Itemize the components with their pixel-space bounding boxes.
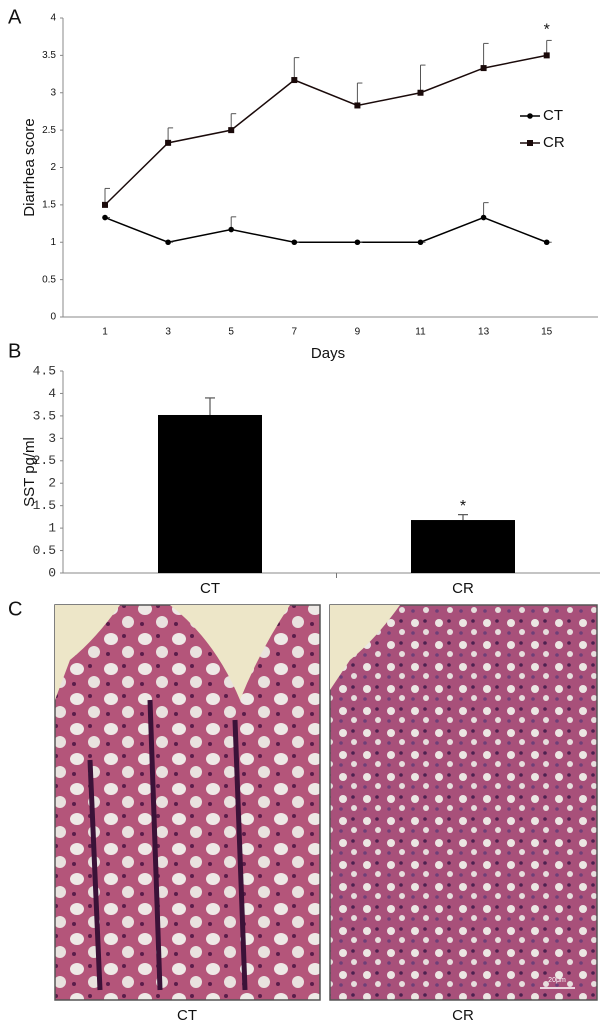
annotation: *: [460, 498, 466, 515]
marker: [102, 214, 108, 221]
series-line: [104, 216, 547, 244]
bar: [411, 520, 515, 573]
series-line: [104, 54, 547, 206]
y-tick-label: 4: [50, 13, 56, 24]
marker: [354, 102, 361, 109]
y-tick-label: 1: [50, 237, 56, 248]
x-tick-label: CR: [452, 580, 474, 597]
background: [55, 605, 120, 700]
marker: [291, 239, 298, 246]
x-tick-label: 7: [292, 327, 298, 338]
y-tick-label: 2: [48, 476, 56, 491]
y-tick-label: 0: [48, 565, 56, 580]
x-tick-label: 13: [478, 327, 490, 338]
x-tick-label: 3: [165, 327, 171, 338]
y-tick-label: 0.5: [42, 274, 56, 285]
panel-label: C: [8, 598, 22, 620]
y-tick-label: 2.5: [33, 453, 56, 468]
background: [170, 605, 290, 700]
annotation: *: [544, 22, 550, 39]
marker: [543, 52, 550, 59]
y-tick-label: 2: [50, 162, 56, 173]
marker: [480, 214, 487, 221]
scale-bar-label: 20μm: [548, 977, 566, 984]
x-axis-title: Days: [311, 345, 345, 362]
x-tick-label: 9: [355, 327, 361, 338]
y-tick-label: 2.5: [42, 125, 56, 136]
y-tick-label: 3: [48, 431, 56, 446]
bar: [158, 414, 262, 573]
crypt-border: [87, 699, 248, 991]
marker: [165, 139, 172, 146]
y-axis-title: SST pg/ml: [21, 437, 38, 507]
marker: [102, 201, 108, 208]
y-tick-label: 4: [48, 386, 56, 401]
y-tick-label: 0: [50, 312, 56, 323]
x-tick-label: 11: [415, 327, 426, 338]
legend-marker: [527, 140, 533, 146]
marker: [228, 127, 235, 134]
y-tick-label: 0.5: [33, 543, 56, 558]
image-caption: CR: [452, 1007, 474, 1024]
background: [330, 605, 400, 690]
y-tick-label: 3: [50, 87, 56, 98]
marker: [543, 239, 550, 246]
y-tick-label: 1.5: [42, 200, 56, 211]
y-tick-label: 4.5: [33, 363, 56, 378]
y-tick-label: 3.5: [33, 408, 56, 423]
micrograph-cr: 20μm: [329, 604, 598, 1001]
x-tick-label: 1: [102, 327, 108, 338]
y-axis-title: Diarrhea score: [21, 118, 38, 216]
panel-label: B: [8, 340, 21, 362]
image-ct: [54, 604, 321, 1001]
image-caption: CT: [177, 1007, 197, 1024]
marker: [354, 239, 361, 246]
marker: [480, 65, 487, 72]
marker: [291, 77, 298, 84]
micrograph-ct: [54, 604, 321, 1001]
legend-marker: [527, 113, 533, 119]
panel-label: A: [8, 6, 22, 28]
x-tick-label: CT: [200, 580, 220, 597]
x-tick-label: 5: [228, 327, 234, 338]
image-cr: [329, 604, 598, 1001]
y-tick-label: 1: [48, 521, 56, 536]
marker: [228, 226, 234, 233]
marker: [165, 239, 171, 246]
x-tick-label: 15: [541, 327, 553, 338]
legend-label: CR: [543, 134, 565, 151]
legend-label: CT: [543, 107, 563, 124]
y-tick-label: 3.5: [42, 50, 56, 61]
marker: [417, 89, 424, 96]
y-tick-label: 1.5: [33, 498, 56, 513]
marker: [417, 239, 424, 246]
